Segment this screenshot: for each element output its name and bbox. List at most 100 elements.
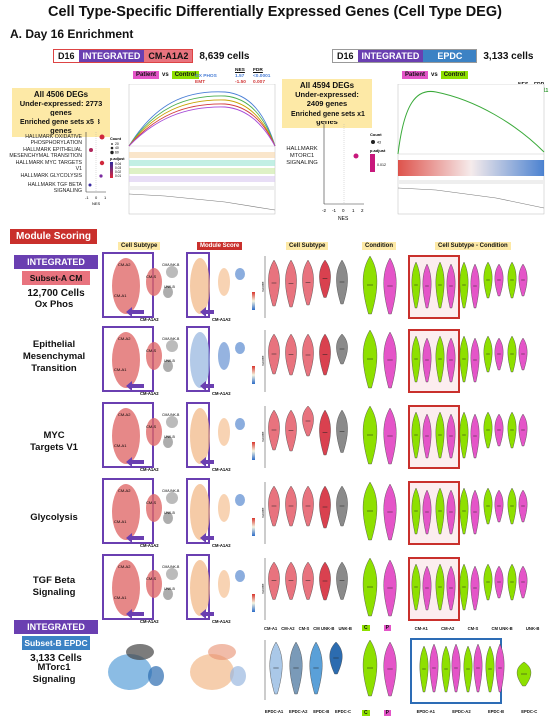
svg-text:CM/UNK-B: CM/UNK-B	[162, 565, 180, 569]
umap-subtype-panel	[102, 402, 154, 468]
violin	[470, 263, 480, 309]
violin	[268, 259, 280, 307]
violin	[435, 563, 445, 611]
violin	[483, 563, 493, 601]
hallmark-label: HALLMARK MTORC1 SIGNALING	[286, 146, 318, 166]
violin	[435, 487, 445, 535]
svg-text:CM-A1A2: CM-A1A2	[140, 543, 159, 548]
svg-text:CM-S: CM-S	[146, 348, 157, 353]
svg-text:0.02: 0.02	[115, 170, 121, 174]
violin	[446, 337, 456, 383]
violin-condition	[362, 405, 397, 465]
hit-ticks	[129, 152, 275, 182]
umap-subtype: CM-A2 CM-A1 CM-S CM/UNK-B UNK-B CM-A1A2	[112, 258, 180, 322]
svg-text:UNK-B: UNK-B	[164, 587, 176, 591]
col-header-subtype2: Cell Subtype	[286, 242, 329, 250]
violin	[446, 413, 456, 459]
umap-subtype: CM-A2 CM-A1 CM-S CM/UNK-B UNK-B CM-A1A2	[112, 408, 180, 472]
module-score-umap: CM-A1A2	[190, 258, 255, 322]
violin	[362, 405, 378, 465]
svg-text:UNK-B: UNK-B	[164, 511, 176, 515]
violin-subtype: Score	[262, 330, 348, 392]
violin	[459, 411, 469, 459]
violin-subtype: Score	[262, 558, 348, 620]
violin-epdc-subtype-condition	[419, 643, 532, 693]
highlight-box	[408, 405, 460, 469]
violin	[507, 411, 517, 449]
highlight-box	[408, 481, 460, 545]
module-score-highlight	[186, 326, 210, 392]
violin	[285, 561, 297, 600]
svg-text:43: 43	[377, 141, 381, 145]
figure-title: Cell Type-Specific Differentially Expres…	[48, 4, 502, 20]
violin-subtype-condition	[411, 411, 528, 459]
legend-padj-title: p.adjust	[110, 157, 125, 161]
umap-subtype: CM-A2 CM-A1 CM-S CM/UNK-B UNK-B CM-A1A2	[112, 484, 180, 548]
cm-x-labels: CM-A1 CM-A2 CM-S CM UNK-B UNK-B	[264, 626, 352, 631]
violin	[329, 641, 343, 675]
hallmark-label: HALLMARK OXIDATIVE PHOSPHORYLATION	[25, 134, 82, 146]
violin-subtype: Score	[262, 256, 348, 318]
violin-condition	[362, 557, 397, 617]
violin	[319, 333, 331, 376]
dot	[89, 148, 93, 152]
svg-text:CM-A1A2: CM-A1A2	[212, 543, 231, 548]
violin	[285, 409, 297, 452]
violin	[422, 263, 432, 309]
subset-label: EPDC	[423, 50, 477, 62]
svg-text:0: 0	[342, 208, 345, 213]
control-chip: Control	[171, 71, 200, 79]
violin	[518, 413, 528, 447]
violin	[470, 413, 480, 459]
violin-subtype-condition	[411, 487, 528, 535]
epdc-x-labels: EPDC-A1 EPDC-A2 EPDC-B EPDC-C	[264, 709, 352, 714]
violin	[336, 259, 348, 305]
module-score-highlight	[186, 554, 210, 620]
svg-text:-2: -2	[322, 208, 326, 213]
gsea-curves	[128, 84, 276, 215]
svg-text:CM-A2: CM-A2	[118, 412, 131, 417]
violin	[411, 563, 421, 611]
svg-text:CM-A1A2: CM-A1A2	[140, 391, 159, 396]
svg-text:CM-A2: CM-A2	[118, 488, 131, 493]
violin	[302, 561, 314, 600]
epdc-subcond-x-labels: EPDC-A1 EPDC-A2 EPDC-B EPDC-C	[416, 709, 538, 714]
dot	[88, 183, 92, 187]
cell-count: 8,639 cells	[199, 50, 250, 62]
row-label-emt: Epithelial Mesenchymal Transition	[22, 339, 86, 374]
violin	[470, 489, 480, 535]
row-label-glycolysis: Glycolysis	[30, 512, 78, 523]
violin	[411, 335, 421, 383]
violin	[494, 413, 504, 447]
row-label-myc: MYC Targets V1	[30, 430, 78, 453]
dotplot-svg: -2 -1 0 1 2 NES Count 43 p.adjust 0.012	[322, 124, 386, 222]
violin	[494, 337, 504, 371]
svg-text:60: 60	[115, 151, 119, 155]
violin	[336, 485, 348, 527]
violin	[383, 641, 397, 697]
hallmark-label: HALLMARK TGF BETA SIGNALING	[27, 182, 82, 194]
violin	[435, 411, 445, 459]
svg-text:CM-A1: CM-A1	[114, 519, 127, 524]
highlight-box-epdc	[410, 638, 502, 704]
svg-text:CM/UNK-B: CM/UNK-B	[162, 413, 180, 417]
day-label: D16	[333, 50, 358, 62]
violin	[336, 561, 348, 600]
svg-text:CM/UNK-B: CM/UNK-B	[162, 337, 180, 341]
umap-subtype-panel	[102, 326, 154, 392]
violin	[319, 485, 331, 529]
violin-epdc-condition	[362, 639, 397, 697]
violin	[422, 565, 432, 611]
violin	[495, 643, 505, 693]
violin	[507, 335, 517, 373]
violin	[411, 487, 421, 535]
violin	[362, 255, 378, 315]
svg-text:CM-A2: CM-A2	[118, 262, 131, 267]
violin	[362, 557, 378, 617]
umap-epdc-subtype	[108, 644, 164, 690]
left-cohort-tag: D16 INTEGRATED CM-A1A2 8,639 cells	[53, 49, 249, 63]
svg-text:CM-A2: CM-A2	[118, 564, 131, 569]
violin	[422, 489, 432, 535]
cell-count: 3,133 cells	[483, 50, 534, 62]
